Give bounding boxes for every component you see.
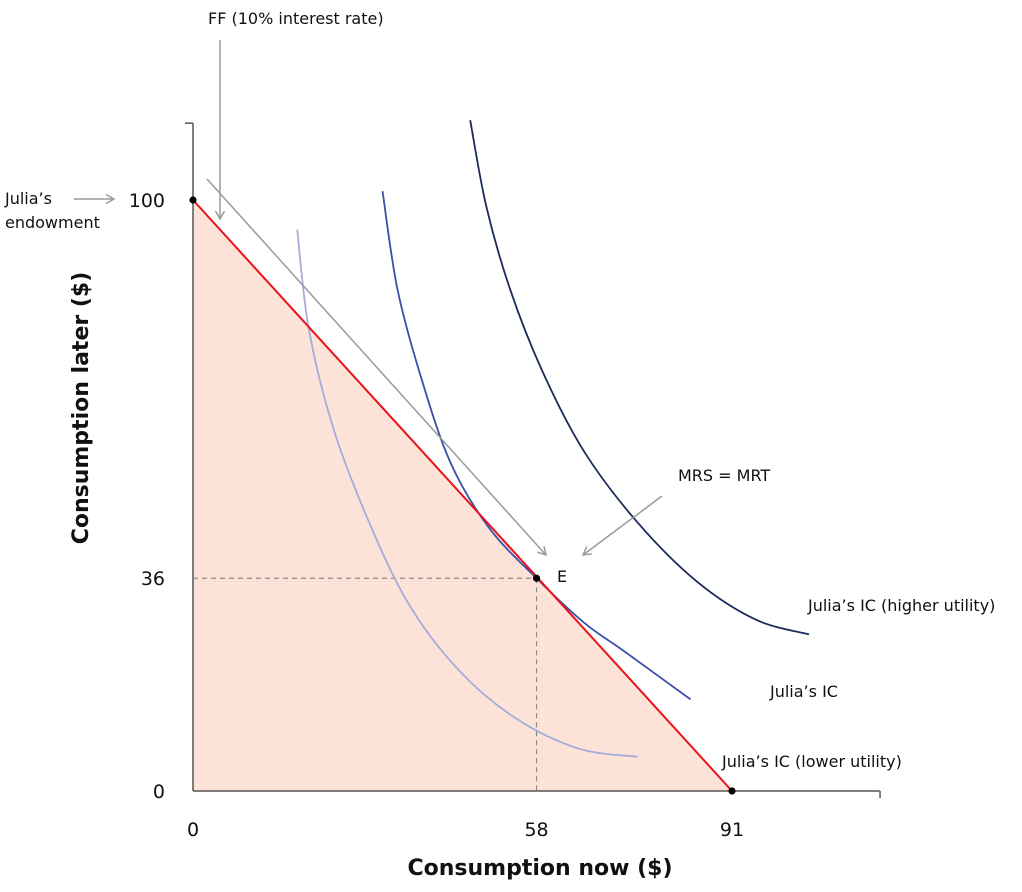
ff-label: FF (10% interest rate) (208, 9, 384, 28)
ic-higher-label: Julia’s IC (higher utility) (807, 596, 995, 615)
y-axis-title: Consumption later ($) (69, 272, 94, 545)
feasible-frontier-line (192, 199, 733, 792)
endowment-label-line1: Julia’s (4, 189, 52, 208)
y-tick-label: 100 (129, 190, 165, 212)
x-tick-label: 58 (524, 819, 548, 841)
ic-lower-label: Julia’s IC (lower utility) (721, 752, 902, 771)
endowment-label-line2: endowment (5, 213, 100, 232)
y-tick-label: 36 (141, 568, 165, 590)
ic-label: Julia’s IC (769, 682, 838, 701)
mrs-mrt-arrow (581, 495, 663, 556)
point-E (532, 574, 541, 582)
ic-lower-utility-curve (296, 229, 638, 758)
x-axis-title: Consumption now ($) (407, 856, 672, 881)
point-e-label: E (557, 567, 567, 586)
y-tick-label: 0 (153, 781, 165, 803)
x-tick-label: 91 (720, 819, 744, 841)
point-x-intercept (728, 787, 736, 795)
x-tick-label: 0 (187, 819, 199, 841)
ff-parallel-arrow (206, 178, 548, 557)
ic-curve (381, 190, 692, 701)
ic-higher-utility-curve (469, 120, 810, 636)
mrs-mrt-label: MRS = MRT (678, 466, 770, 485)
point-endowment (189, 196, 197, 204)
